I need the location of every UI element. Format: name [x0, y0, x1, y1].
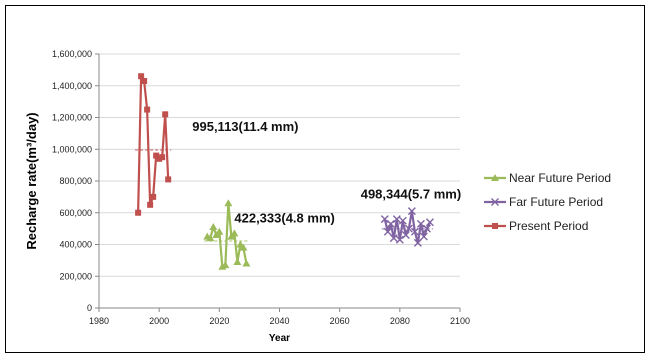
data-point	[425, 218, 434, 227]
data-point	[413, 238, 422, 247]
data-point	[209, 223, 218, 231]
data-point	[386, 219, 395, 228]
x-tick-label: 2080	[390, 316, 410, 326]
grid-lines	[99, 53, 460, 277]
y-tick-label: 600,000	[59, 208, 92, 218]
y-tick-label: 1,400,000	[52, 81, 92, 91]
data-point	[156, 155, 163, 162]
data-point	[144, 106, 151, 113]
series-line-far-future-period	[383, 210, 431, 245]
legend-item-present-period: Present Period	[484, 219, 588, 233]
data-point	[165, 176, 172, 183]
chart-frame: 0 200,000 400,000 600,000 800,000 1,000,000 1,…	[5, 5, 645, 353]
y-tick-labels: 0 200,000 400,000 600,000 800,000 1,000,000 1,…	[52, 49, 92, 313]
data-point	[422, 224, 431, 233]
data-point	[230, 229, 239, 237]
x-tick-label: 2100	[450, 316, 470, 326]
data-point	[389, 234, 398, 243]
y-tick-label: 1,200,000	[52, 113, 92, 123]
legend: Near Future Period Far Future Period Prese…	[484, 171, 611, 233]
x-tick-label: 2040	[269, 316, 289, 326]
data-point	[419, 232, 428, 241]
y-tick-label: 800,000	[59, 176, 92, 186]
series-group	[135, 73, 434, 270]
data-point	[407, 207, 416, 216]
data-point	[392, 215, 401, 224]
data-point	[395, 235, 404, 244]
legend-item-far-future-period: Far Future Period	[484, 195, 603, 209]
x-tick-label: 2000	[149, 316, 169, 326]
y-axis-title: Recharge rate(m³/day)	[24, 112, 39, 249]
annotations: 995,113(11.4 mm) 422,333(4.8 mm) 498,344(5…	[192, 119, 461, 225]
series-near-future-period	[203, 199, 251, 270]
data-point	[398, 216, 407, 225]
recharge-chart: 0 200,000 400,000 600,000 800,000 1,000,000 1,…	[24, 49, 611, 344]
mean-annotation: 498,344(5.7 mm)	[361, 186, 461, 201]
data-point	[410, 227, 419, 236]
y-tick-label: 1,000,000	[52, 144, 92, 154]
data-point	[135, 209, 142, 216]
data-point	[221, 261, 230, 269]
data-point	[150, 193, 157, 200]
series-far-future-period	[380, 207, 434, 247]
data-point	[159, 154, 166, 161]
legend-item-near-future-period: Near Future Period	[484, 171, 611, 185]
legend-marker	[491, 198, 499, 206]
data-point	[233, 257, 242, 265]
data-point	[380, 215, 389, 224]
data-point	[206, 234, 215, 242]
x-tick-labels: 1980 2000 2020 2040 2060 2080 2100	[89, 316, 470, 326]
y-tick-label: 400,000	[59, 240, 92, 250]
axes	[95, 53, 461, 312]
mean-annotation: 995,113(11.4 mm)	[192, 119, 298, 134]
x-tick-label: 2060	[330, 316, 350, 326]
data-point	[404, 224, 413, 233]
data-point	[401, 230, 410, 239]
data-point	[383, 227, 392, 236]
legend-marker	[491, 174, 499, 181]
x-axis-title: Year	[269, 333, 290, 344]
series-present-period	[135, 73, 172, 216]
data-point	[147, 201, 154, 208]
data-point	[416, 219, 425, 228]
y-tick-label: 0	[87, 303, 92, 313]
x-tick-label: 1980	[89, 316, 109, 326]
data-point	[224, 199, 233, 207]
y-tick-label: 200,000	[59, 271, 92, 281]
legend-label: Present Period	[509, 219, 588, 233]
data-point	[138, 73, 145, 80]
data-point	[162, 111, 169, 118]
mean-annotation: 422,333(4.8 mm)	[234, 210, 334, 225]
data-point	[215, 227, 224, 235]
data-point	[239, 243, 248, 251]
legend-marker	[492, 223, 498, 229]
data-point	[141, 77, 148, 84]
data-point	[242, 259, 251, 267]
legend-label: Far Future Period	[509, 195, 603, 209]
legend-label: Near Future Period	[509, 171, 611, 185]
data-point	[153, 152, 160, 159]
y-tick-label: 1,600,000	[52, 49, 92, 59]
x-tick-label: 2020	[209, 316, 229, 326]
series-line-present-period	[137, 75, 170, 213]
